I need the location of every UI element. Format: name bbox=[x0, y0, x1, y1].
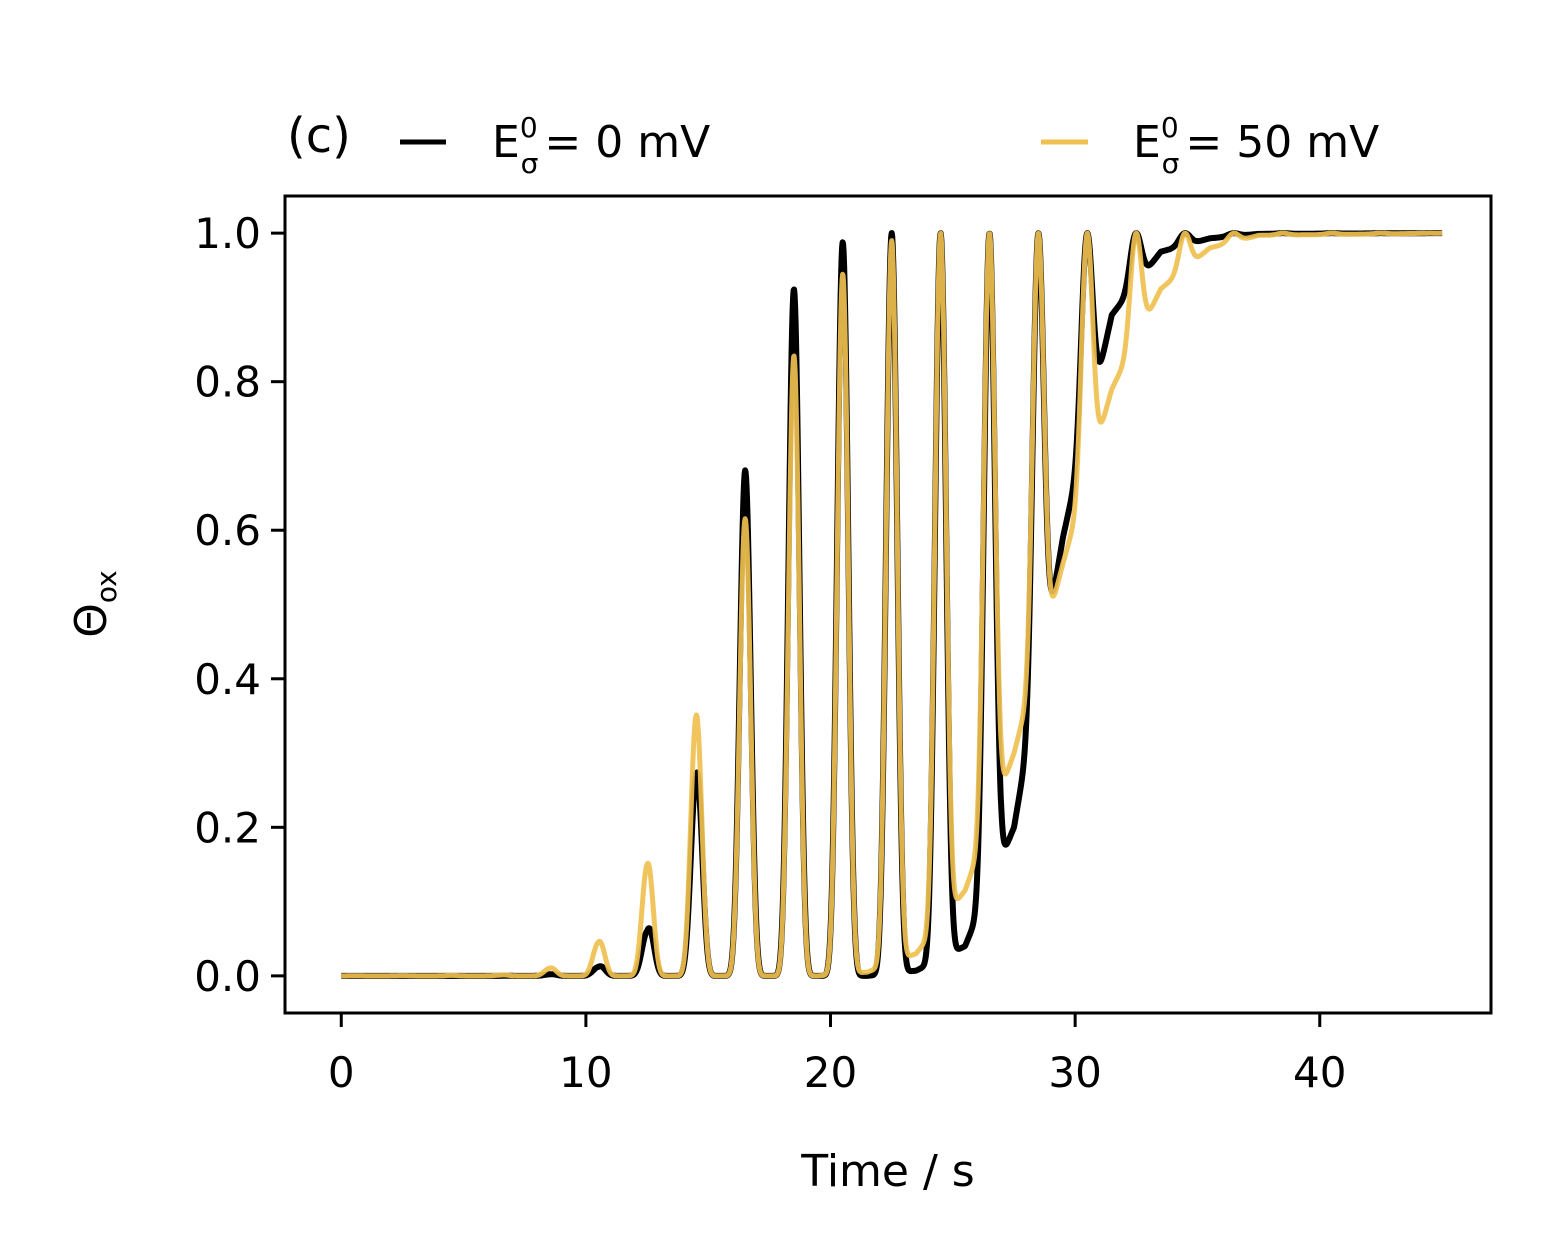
y-tick-label: 0.0 bbox=[194, 952, 261, 1001]
legend-label-2-sup: 0 bbox=[1161, 111, 1179, 144]
legend: E0 σ = 0 mV E0 σ = 50 mV bbox=[400, 111, 1379, 180]
x-tick-label: 10 bbox=[559, 1048, 612, 1097]
y-axis-ticks: 0.0 0.2 0.4 0.6 0.8 1.0 bbox=[194, 209, 285, 1001]
legend-label-2-base: E bbox=[1133, 117, 1161, 168]
legend-label-1-sup: 0 bbox=[520, 111, 538, 144]
series-group bbox=[338, 230, 1445, 979]
y-axis-label: Θox bbox=[66, 570, 123, 637]
legend-label-1-base: E bbox=[492, 117, 520, 168]
x-axis-label: Time / s bbox=[800, 1146, 974, 1197]
x-tick-label: 0 bbox=[328, 1048, 355, 1097]
legend-label-series-1: E0 σ = 0 mV bbox=[492, 111, 710, 180]
series-line-2 bbox=[339, 230, 1445, 979]
legend-label-1-value: = 0 mV bbox=[544, 117, 710, 168]
y-tick-label: 1.0 bbox=[194, 209, 261, 258]
series-line-1 bbox=[338, 230, 1445, 979]
x-tick-label: 30 bbox=[1048, 1048, 1101, 1097]
y-tick-label: 0.2 bbox=[194, 803, 261, 852]
legend-label-2-sub: σ bbox=[1162, 147, 1180, 180]
y-axis-label-symbol: Θ bbox=[66, 603, 117, 638]
y-tick-label: 0.8 bbox=[194, 358, 261, 407]
legend-label-series-2: E0 σ = 50 mV bbox=[1133, 111, 1379, 180]
y-axis-label-subscript: ox bbox=[90, 570, 123, 603]
x-axis-ticks: 0 10 20 30 40 bbox=[328, 1013, 1346, 1097]
x-tick-label: 40 bbox=[1293, 1048, 1346, 1097]
x-tick-label: 20 bbox=[804, 1048, 857, 1097]
legend-label-1-sub: σ bbox=[521, 147, 539, 180]
y-tick-label: 0.6 bbox=[194, 506, 261, 555]
plot-frame bbox=[283, 194, 1493, 1015]
panel-label: (c) bbox=[287, 108, 351, 164]
y-tick-label: 0.4 bbox=[194, 655, 261, 704]
legend-label-2-value: = 50 mV bbox=[1185, 117, 1379, 168]
